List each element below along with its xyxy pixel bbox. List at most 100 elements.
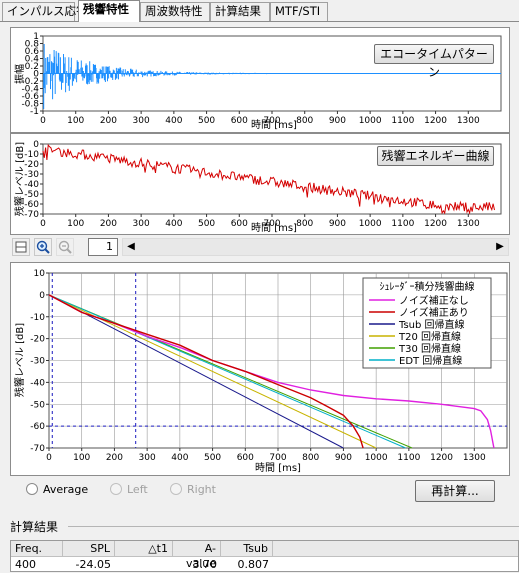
chart-toolbar: 1 ◀ ▶ — [12, 237, 509, 257]
results-table: Freq. SPL △t1 A-value Tsub 400 -24.05 3.… — [10, 540, 519, 572]
decay-tick-label-x: 600 — [237, 453, 254, 463]
echo-tick-label-x: 900 — [329, 116, 346, 126]
echo-tick-label-y: -0.2 — [21, 77, 39, 87]
scroll-right-icon[interactable]: ▶ — [496, 241, 504, 252]
zoom-in-icon[interactable] — [34, 238, 52, 256]
col-header-empty — [273, 541, 518, 557]
echo-ylabel: 振幅 — [13, 64, 26, 84]
col-header-dt1[interactable]: △t1 — [115, 541, 173, 557]
energy-tick-label-x: 500 — [198, 219, 215, 229]
scroll-left-icon[interactable]: ◀ — [127, 241, 135, 252]
cell-spl[interactable]: -24.05 — [75, 558, 111, 571]
echo-tick-label-x: 0 — [40, 116, 46, 126]
echo-tick-label-y: 0.4 — [25, 55, 40, 65]
decay-tick-label-y: -70 — [30, 444, 45, 454]
col-header-tsub[interactable]: Tsub — [221, 541, 273, 557]
echo-time-pattern-chart: 0 100 200 300 400 500 600 700 800 900 1000 1100 1200… — [10, 27, 510, 133]
echo-tick-label-y: -0.6 — [21, 92, 39, 102]
decay-tick-label-x: 1100 — [397, 453, 420, 463]
decay-tick-label-y: -60 — [30, 422, 45, 432]
energy-curve — [42, 143, 495, 215]
decay-tick-label-x: 1000 — [365, 453, 388, 463]
energy-tick-label-y: -70 — [24, 210, 39, 220]
legend-label-1: ノイズ補正あり — [399, 306, 469, 319]
decay-xlabel: 時間 [ms] — [255, 462, 301, 474]
energy-tick-label-y: -20 — [24, 160, 39, 170]
energy-tick-label-x: 1200 — [424, 219, 447, 229]
legend-label-3: T20 回帰直線 — [398, 330, 461, 343]
energy-ylabel: 残響レベル [dB] — [13, 142, 26, 216]
decay-tick-label-x: 1300 — [463, 453, 486, 463]
tab-frequency[interactable]: 周波数特性 — [140, 2, 210, 21]
cell-tsub[interactable]: 0.807 — [237, 558, 270, 571]
echo-tick-label-x: 500 — [198, 116, 215, 126]
radio-right[interactable]: Right — [170, 481, 216, 499]
energy-title-button[interactable]: 残響エネルギー曲線 — [377, 146, 494, 166]
col-header-spl[interactable]: SPL — [63, 541, 115, 557]
energy-tick-label-x: 700 — [263, 219, 280, 229]
page-number-field[interactable]: 1 — [88, 238, 118, 256]
echo-title-button[interactable]: エコータイムパターン — [374, 44, 494, 79]
cell-a-value[interactable]: 3.70 — [192, 558, 218, 571]
decay-tick-label-x: 0 — [46, 453, 52, 463]
radio-circle-icon — [170, 483, 182, 495]
tab-bar: インパルス応答 残響特性 周波数特性 計算結果 MTF/STI — [0, 0, 519, 22]
col-header-a-value[interactable]: A-value — [173, 541, 221, 570]
energy-tick-label-y: -40 — [24, 180, 39, 190]
echo-tick-label-x: 1300 — [457, 116, 480, 126]
echo-tick-label-y: -0.4 — [21, 85, 39, 95]
radio-left[interactable]: Left — [110, 481, 148, 499]
decay-tick-label-y: -40 — [30, 378, 45, 388]
results-heading: 計算結果 — [10, 520, 59, 534]
energy-tick-label-x: 0 — [40, 219, 46, 229]
legend-label-2: Tsub 回帰直線 — [398, 318, 465, 331]
energy-xlabel: 時間 [ms] — [251, 222, 297, 234]
tab-mtf-sti[interactable]: MTF/STI — [270, 2, 328, 21]
radio-circle-icon — [110, 483, 122, 495]
layout-icon[interactable] — [12, 238, 30, 256]
energy-tick-label-x: 1300 — [457, 219, 480, 229]
echo-tick-label-y: -0.8 — [21, 100, 39, 110]
decay-tick-label-x: 800 — [302, 453, 319, 463]
echo-tick-label-x: 1200 — [424, 116, 447, 126]
radio-average[interactable]: Average — [26, 481, 88, 499]
decay-tick-label-x: 1200 — [430, 453, 453, 463]
schroeder-decay-chart: 0 100 200 300 400 500 600 700 800 900 1000 1100 1200… — [10, 262, 510, 476]
legend-label-0: ノイズ補正なし — [399, 294, 469, 307]
tab-calculation-results[interactable]: 計算結果 — [210, 2, 270, 21]
decay-tick-label-x: 700 — [269, 453, 286, 463]
decay-tick-label-x: 300 — [139, 453, 156, 463]
series-line-1 — [48, 294, 364, 449]
energy-tick-label-x: 200 — [100, 219, 117, 229]
radio-left-label: Left — [127, 483, 148, 496]
zoom-out-icon[interactable] — [56, 238, 74, 256]
energy-tick-label-x: 1100 — [391, 219, 414, 229]
energy-tick-label-x: 300 — [133, 219, 150, 229]
echo-tick-label-y: 0 — [33, 70, 39, 80]
echo-tick-label-x: 1100 — [391, 116, 414, 126]
decay-tick-label-y: -10 — [30, 313, 45, 323]
legend-box — [362, 277, 492, 369]
radio-circle-icon — [26, 483, 38, 495]
series-line-5 — [48, 294, 406, 449]
cell-freq[interactable]: 400 — [15, 558, 36, 571]
energy-tick-label-x: 100 — [67, 219, 84, 229]
echo-tick-label-y: 0.6 — [25, 47, 40, 57]
decay-tick-label-x: 400 — [171, 453, 188, 463]
col-header-freq[interactable]: Freq. — [11, 541, 63, 557]
tab-impulse-response[interactable]: インパルス応答 — [2, 2, 88, 21]
energy-tick-label-y: -30 — [24, 170, 39, 180]
echo-tick-label-x: 600 — [231, 116, 248, 126]
energy-tick-label-x: 600 — [231, 219, 248, 229]
legend-label-5: EDT 回帰直線 — [399, 354, 462, 367]
echo-tick-label-x: 800 — [296, 116, 313, 126]
echo-tick-label-x: 400 — [165, 116, 182, 126]
energy-tick-label-x: 900 — [329, 219, 346, 229]
cell-dt1[interactable] — [115, 557, 173, 573]
recalculate-button[interactable]: 再計算... — [415, 480, 495, 502]
energy-tick-label-y: -60 — [24, 200, 39, 210]
echo-tick-label-x: 1000 — [359, 116, 382, 126]
tab-reverberation[interactable]: 残響特性 — [78, 0, 140, 22]
horizontal-scrollbar[interactable]: ◀ ▶ — [122, 238, 509, 256]
decay-tick-label-y: -20 — [30, 335, 45, 345]
